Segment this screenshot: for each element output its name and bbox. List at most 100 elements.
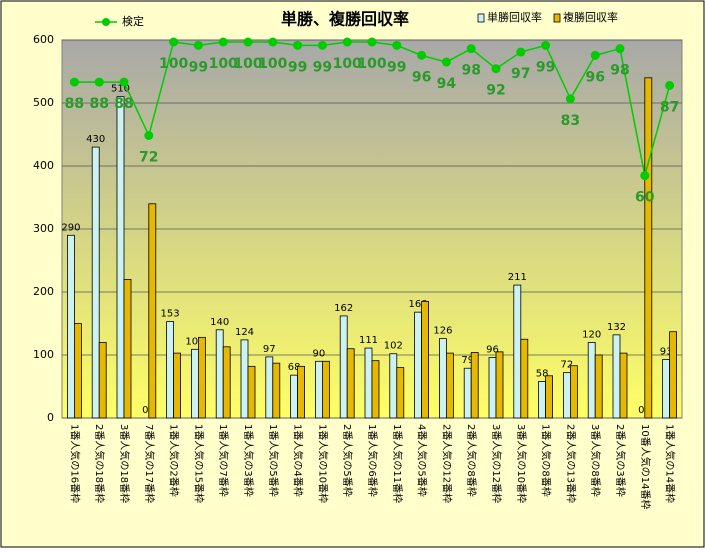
- data-label: 510: [111, 84, 130, 95]
- data-label: 140: [210, 317, 229, 328]
- x-tick-label: 3番人気の8番枠: [589, 424, 602, 497]
- bar: [240, 339, 249, 419]
- x-tick-label: 1番人気の2番枠: [168, 424, 181, 497]
- marker: [441, 57, 451, 67]
- data-label: 94: [437, 76, 457, 92]
- bar: [513, 284, 522, 419]
- marker: [640, 171, 650, 181]
- bar: [371, 360, 380, 419]
- bar: [488, 357, 497, 419]
- x-tick-label: 1番人気の15番枠: [192, 424, 205, 503]
- data-label: 132: [607, 322, 626, 333]
- bar: [247, 365, 256, 419]
- bar: [346, 348, 355, 419]
- bar: [463, 367, 472, 419]
- x-tick-label: 2番人気の13番枠: [564, 424, 577, 503]
- bar: [445, 352, 454, 419]
- x-tick-label: 1番人気の3番枠: [242, 424, 255, 497]
- legend-swatch: [553, 13, 561, 23]
- x-tick-label: 2番人気の8番枠: [465, 424, 478, 497]
- data-label: 153: [161, 309, 180, 320]
- data-label: 60: [635, 190, 655, 206]
- marker: [119, 77, 129, 87]
- y-tick-label: 400: [33, 159, 54, 172]
- marker: [69, 77, 79, 87]
- legend-swatch: [477, 13, 485, 23]
- data-label: 79: [461, 355, 474, 366]
- data-label: 100: [209, 56, 238, 72]
- bar: [438, 338, 447, 419]
- legend-label: 検定: [122, 14, 144, 28]
- legend-label: 複勝回収率: [563, 10, 618, 24]
- marker: [665, 80, 675, 90]
- data-label: 88: [89, 96, 108, 112]
- x-tick-label: 2番人気の3番枠: [614, 424, 627, 497]
- data-label: 109: [185, 336, 204, 347]
- marker: [466, 44, 476, 54]
- bar: [91, 146, 100, 419]
- marker: [293, 40, 303, 50]
- data-label: 111: [359, 335, 378, 346]
- data-label: 92: [486, 83, 505, 99]
- bar: [116, 96, 125, 419]
- x-tick-label: 7番人気の17番枠: [143, 424, 156, 503]
- x-tick-label: 1番人気の6番枠: [366, 424, 379, 497]
- y-tick-label: 200: [33, 285, 54, 298]
- x-tick-label: 3番人気の18番枠: [118, 424, 131, 503]
- x-tick-label: 1番人気の5番枠: [267, 424, 280, 497]
- marker: [268, 37, 278, 47]
- data-label: 93: [660, 346, 673, 357]
- marker: [392, 40, 402, 50]
- marker: [342, 37, 352, 47]
- data-label: 211: [508, 272, 527, 283]
- data-label: 100: [357, 56, 386, 72]
- data-label: 97: [511, 66, 530, 82]
- marker: [417, 50, 427, 60]
- data-label: 68: [288, 362, 301, 373]
- bar: [339, 315, 348, 419]
- data-label: 98: [610, 63, 629, 79]
- x-tick-label: 1番人気の10番枠: [316, 424, 329, 503]
- marker: [565, 94, 575, 104]
- data-label: 72: [561, 360, 574, 371]
- y-tick-label: 600: [33, 33, 54, 46]
- legend-swatch: [102, 18, 110, 26]
- y-tick-label: 300: [33, 222, 54, 235]
- bar: [215, 329, 224, 419]
- data-label: 98: [461, 63, 480, 79]
- x-tick-label: 1番人気の16番枠: [68, 424, 81, 503]
- data-label: 96: [412, 69, 431, 85]
- bar: [272, 362, 281, 419]
- data-label: 90: [313, 348, 326, 359]
- chart-title: 単勝、複勝回収率: [281, 10, 409, 29]
- x-tick-label: 4番人気の5番枠: [416, 424, 429, 497]
- marker: [516, 47, 526, 57]
- bar: [166, 321, 175, 419]
- data-label: 96: [585, 69, 604, 85]
- bar: [669, 331, 677, 419]
- data-label: 430: [86, 134, 105, 145]
- bar: [414, 311, 423, 419]
- x-tick-label: 1番人気の11番枠: [391, 424, 404, 503]
- marker: [541, 40, 551, 50]
- data-label: 168: [409, 299, 428, 310]
- data-label: 72: [139, 150, 158, 166]
- y-tick-label: 500: [33, 96, 54, 109]
- bar: [321, 360, 330, 419]
- data-label: 58: [536, 368, 549, 379]
- bar: [662, 359, 670, 419]
- data-label: 87: [660, 99, 679, 115]
- bar: [265, 356, 274, 419]
- bar: [173, 352, 182, 419]
- x-tick-label: 10番人気の14番枠: [639, 424, 652, 509]
- bar: [421, 301, 430, 419]
- legend-label: 単勝回収率: [487, 10, 542, 24]
- data-label: 120: [582, 329, 601, 340]
- marker: [615, 44, 625, 54]
- bar: [290, 374, 299, 419]
- x-tick-label: 3番人気の10番枠: [515, 424, 528, 503]
- bar: [587, 341, 596, 419]
- bar: [74, 323, 82, 419]
